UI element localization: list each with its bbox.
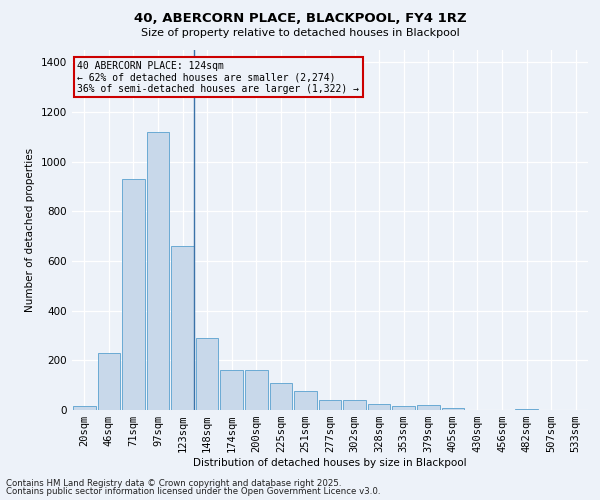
Bar — [319, 400, 341, 410]
Bar — [171, 246, 194, 410]
Text: 40 ABERCORN PLACE: 124sqm
← 62% of detached houses are smaller (2,274)
36% of se: 40 ABERCORN PLACE: 124sqm ← 62% of detac… — [77, 61, 359, 94]
Bar — [196, 338, 218, 410]
Bar — [220, 370, 243, 410]
Bar — [392, 406, 415, 410]
Bar — [269, 382, 292, 410]
Bar — [245, 370, 268, 410]
Y-axis label: Number of detached properties: Number of detached properties — [25, 148, 35, 312]
Text: Contains public sector information licensed under the Open Government Licence v3: Contains public sector information licen… — [6, 487, 380, 496]
Bar — [368, 404, 391, 410]
Bar — [73, 406, 95, 410]
Bar — [515, 409, 538, 410]
Text: Size of property relative to detached houses in Blackpool: Size of property relative to detached ho… — [140, 28, 460, 38]
Text: Contains HM Land Registry data © Crown copyright and database right 2025.: Contains HM Land Registry data © Crown c… — [6, 478, 341, 488]
Bar — [98, 353, 120, 410]
Bar — [146, 132, 169, 410]
Bar — [343, 400, 366, 410]
Bar — [294, 392, 317, 410]
Bar — [417, 405, 440, 410]
Text: 40, ABERCORN PLACE, BLACKPOOL, FY4 1RZ: 40, ABERCORN PLACE, BLACKPOOL, FY4 1RZ — [134, 12, 466, 26]
X-axis label: Distribution of detached houses by size in Blackpool: Distribution of detached houses by size … — [193, 458, 467, 468]
Bar — [122, 179, 145, 410]
Bar — [442, 408, 464, 410]
